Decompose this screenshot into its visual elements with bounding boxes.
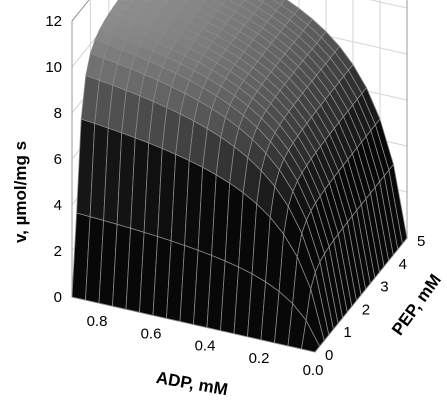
surface-cell-0-0 [301, 319, 321, 353]
z-tick-label: 6 [54, 151, 62, 168]
z-tick-label: 2 [54, 243, 62, 260]
z-tick-label: 0 [54, 289, 62, 306]
x-tick-label: 0.6 [141, 325, 162, 342]
y-tick-label: 1 [343, 324, 351, 341]
x-tick-label: 0.2 [249, 350, 270, 367]
z-tick-label: 4 [54, 197, 62, 214]
y-axis-title: PEP, mM [388, 271, 445, 339]
frame-edge-3 [71, 0, 90, 22]
y-tick-label: 0 [325, 347, 333, 364]
x-tick-label: 0.8 [87, 313, 108, 330]
x-tick-label: 0.0 [303, 362, 324, 379]
y-tick-label: 3 [380, 279, 388, 296]
x-tick-label: 0.4 [195, 338, 216, 355]
y-tick-label: 4 [399, 256, 407, 273]
surface-mesh [71, 0, 408, 353]
z-axis-title: v, µmol/mg s [11, 141, 30, 243]
z-tick-label: 10 [45, 59, 62, 76]
z-tick-label: 12 [45, 13, 62, 30]
x-axis-title: ADP, mM [155, 368, 230, 399]
y-tick-label: 5 [417, 233, 425, 250]
z-tick-label: 8 [54, 105, 62, 122]
y-tick-label: 2 [362, 301, 370, 318]
